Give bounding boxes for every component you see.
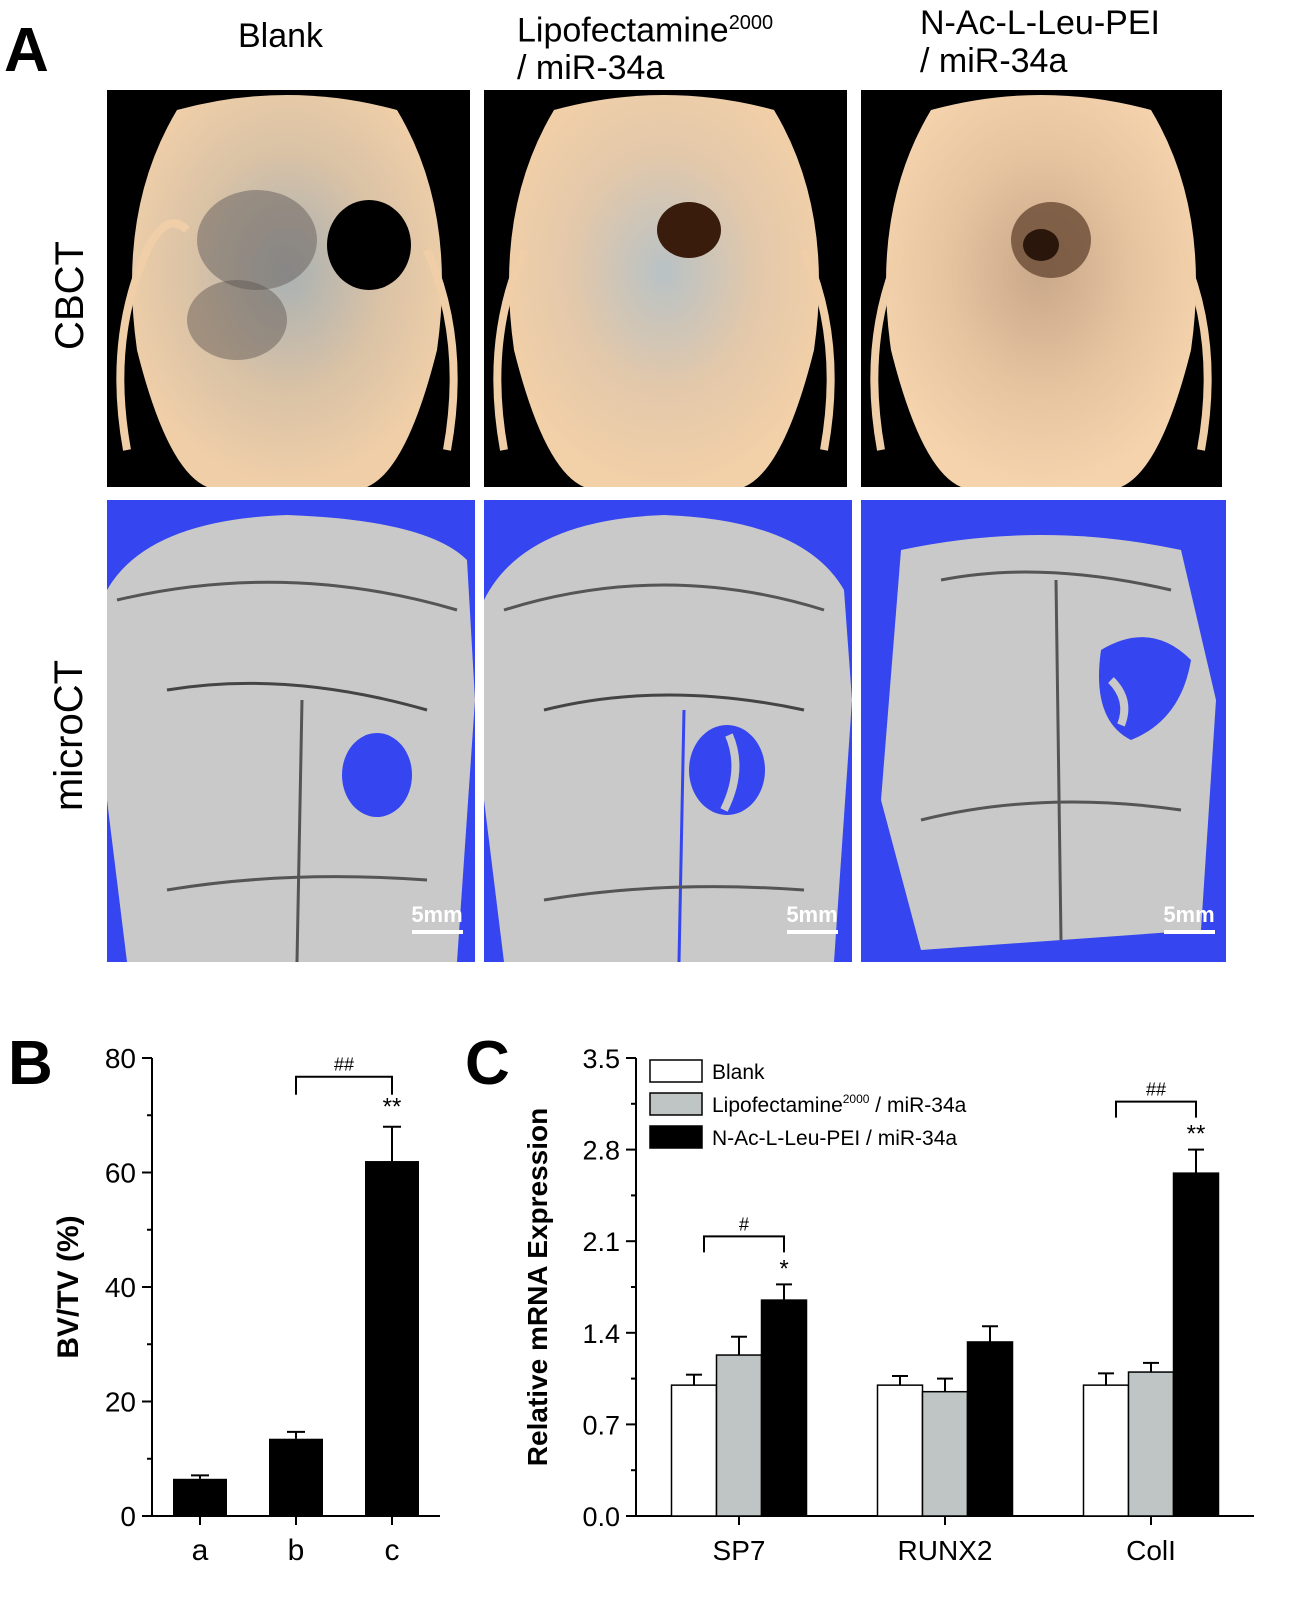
x-tick-label: SP7 xyxy=(713,1535,766,1566)
y-tick-label: 0.7 xyxy=(582,1410,620,1440)
microct-image-pei: 5mm xyxy=(861,500,1226,962)
microct-image-blank: 5mm xyxy=(107,500,475,962)
bar xyxy=(1082,1384,1130,1517)
legend-label: N-Ac-L-Leu-PEI / miR-34a xyxy=(712,1127,957,1150)
scale-bar-label: 5mm xyxy=(1163,902,1214,927)
panel-a-letter: A xyxy=(4,16,49,85)
y-tick-label: 3.5 xyxy=(582,1044,620,1074)
y-tick-label: 1.4 xyxy=(582,1319,620,1349)
bar xyxy=(269,1438,323,1516)
column-header-line2: / miR-34a xyxy=(920,42,1068,80)
panel-c-letter: C xyxy=(465,1029,510,1098)
row-label-microct: microCT xyxy=(47,659,92,811)
bar xyxy=(715,1354,763,1517)
row-label-cbct: CBCT xyxy=(47,240,92,350)
bar xyxy=(921,1390,969,1517)
column-header-line1: Blank xyxy=(238,17,324,55)
column-header-sup: 2000 xyxy=(728,12,774,34)
legend-swatch xyxy=(649,1092,703,1116)
y-tick-label: 0.0 xyxy=(582,1502,620,1532)
significance-label: ** xyxy=(383,1094,402,1121)
x-tick-label: a xyxy=(192,1534,209,1567)
x-tick-label: RUNX2 xyxy=(898,1535,993,1566)
bar xyxy=(1127,1371,1175,1517)
x-tick-label: ColI xyxy=(1126,1535,1176,1566)
legend-swatch xyxy=(649,1059,703,1083)
panel-b-letter: B xyxy=(8,1029,53,1098)
microct-image-lipofectamine: 5mm xyxy=(484,500,852,962)
y-tick-label: 2.1 xyxy=(582,1227,620,1257)
y-tick-label: 20 xyxy=(105,1387,136,1418)
column-header-lipofectamine: Lipofectamine2000 / miR-34a xyxy=(517,4,773,87)
column-header-blank: Blank xyxy=(238,17,323,55)
y-tick-label: 2.8 xyxy=(582,1136,620,1166)
y-tick-label: 60 xyxy=(105,1158,136,1189)
cbct-image-lipofectamine xyxy=(484,90,847,487)
column-header-line1: N-Ac-L-Leu-PEI xyxy=(920,4,1160,42)
cbct-image-pei xyxy=(861,90,1222,487)
bar xyxy=(173,1478,227,1516)
column-header-peI: N-Ac-L-Leu-PEI / miR-34a xyxy=(920,4,1160,80)
bv-tv-bar-chart: 0 20 40 60 80 BV/TV (%) a b c ** ## xyxy=(52,1043,440,1567)
significance-bracket xyxy=(295,1075,393,1095)
significance-label: ## xyxy=(334,1055,354,1075)
y-tick-label: 80 xyxy=(105,1043,136,1074)
legend-swatch xyxy=(649,1125,703,1149)
y-axis-label: BV/TV (%) xyxy=(52,1215,85,1358)
column-header-line2: / miR-34a xyxy=(517,49,665,88)
scale-bar-label: 5mm xyxy=(786,902,837,927)
significance-label: * xyxy=(779,1255,788,1282)
significance-bracket xyxy=(703,1235,785,1253)
bar xyxy=(365,1161,419,1516)
bar xyxy=(966,1341,1014,1517)
significance-bracket xyxy=(1115,1100,1197,1118)
x-tick-label: c xyxy=(385,1534,400,1567)
mrna-expression-bar-chart: 0.0 0.7 1.4 2.1 2.8 3.5 Relative mRNA Expressi… xyxy=(522,1044,1254,1566)
bar xyxy=(876,1384,924,1517)
bar xyxy=(1172,1172,1220,1517)
bar xyxy=(670,1384,718,1517)
bar xyxy=(760,1299,808,1517)
legend-label: Blank xyxy=(712,1061,765,1084)
significance-label: # xyxy=(739,1214,749,1234)
legend-label: Lipofectamine2000 / miR-34a xyxy=(712,1092,967,1117)
cbct-image-blank xyxy=(107,90,470,487)
y-axis-label: Relative mRNA Expression xyxy=(522,1108,553,1466)
significance-label: ## xyxy=(1146,1080,1166,1100)
y-tick-label: 40 xyxy=(105,1272,136,1303)
significance-label: ** xyxy=(1187,1121,1206,1148)
x-tick-label: b xyxy=(288,1534,305,1567)
column-header-line1: Lipofectamine xyxy=(517,11,729,50)
scale-bar-label: 5mm xyxy=(411,902,462,927)
y-tick-label: 0 xyxy=(120,1501,136,1532)
